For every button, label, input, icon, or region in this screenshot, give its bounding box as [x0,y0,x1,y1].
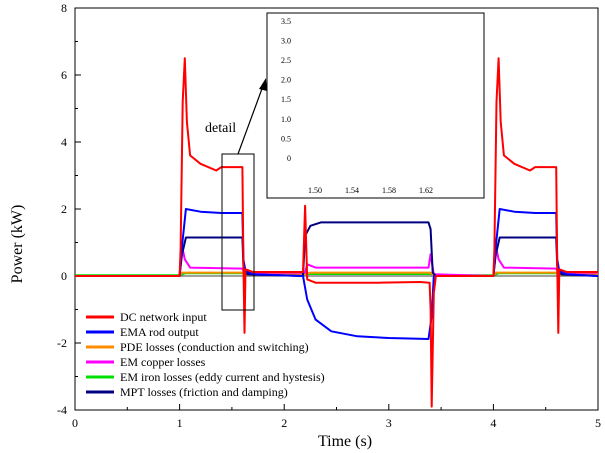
series-layer [75,57,599,408]
inset-y-tick-label: 3.0 [281,36,291,45]
legend-label-5: EM iron losses (eddy current and hystesi… [120,370,325,384]
inset-y-tick-label: 1.0 [281,115,291,124]
inset-x-tick-label: 1.54 [345,186,359,195]
y-tick-label: 8 [61,1,67,15]
detail-inset: 0 0.5 1.0 1.5 2.0 2.5 3.0 3.5 1.50 1.54 1.58 1.62 [266,12,485,199]
axis-ticks: 0 1 2 3 4 5 -4 -2 0 2 4 6 8 [57,1,601,430]
legend-label-1: DC network input [120,310,207,324]
detail-arrow [237,85,264,155]
series-line-2 [75,208,599,340]
x-axis-label: Time (s) [318,433,372,450]
annotations: detail [205,78,267,311]
inset-x-tick-label: 1.58 [382,186,396,195]
detail-arrowhead [259,78,267,91]
inset-y-tick-label: 3.5 [281,17,291,26]
inset-y-tick-label: 1.5 [281,95,291,104]
x-tick-label: 2 [281,416,287,430]
x-tick-label: 0 [72,416,78,430]
legend-label-3: PDE losses (conduction and switching) [120,340,309,354]
y-tick-label: 2 [61,202,67,216]
inset-y-tick-label: 0.5 [281,134,291,143]
y-tick-label: 6 [61,68,67,82]
x-tick-label: 5 [595,416,601,430]
inset-x-tick-label: 1.50 [308,186,322,195]
inset-y-tick-label: 2.0 [281,76,291,85]
detail-box [221,153,255,311]
series-line-4 [75,248,598,277]
inset-x-tick-label: 1.62 [419,186,433,195]
series-line-6 [75,221,599,277]
y-tick-label: 4 [61,135,67,149]
legend-label-6: MPT losses (friction and damping) [120,385,288,399]
legend-label-2: EMA rod output [120,325,199,339]
inset-frame [266,12,485,199]
y-tick-label: -2 [57,336,67,350]
inset-y-tick-label: 0 [287,154,291,163]
y-axis-label: Power (kW) [9,205,26,284]
series-line-1 [75,57,598,408]
inset-y-tick-label: 2.5 [281,56,291,65]
detail-label: detail [205,121,236,136]
series-line-3 [75,271,598,277]
x-tick-label: 4 [490,416,496,430]
x-tick-label: 3 [386,416,392,430]
y-tick-label: 0 [61,269,67,283]
legend-label-4: EM copper losses [120,355,206,369]
y-tick-label: -4 [57,403,67,417]
x-tick-label: 1 [177,416,183,430]
